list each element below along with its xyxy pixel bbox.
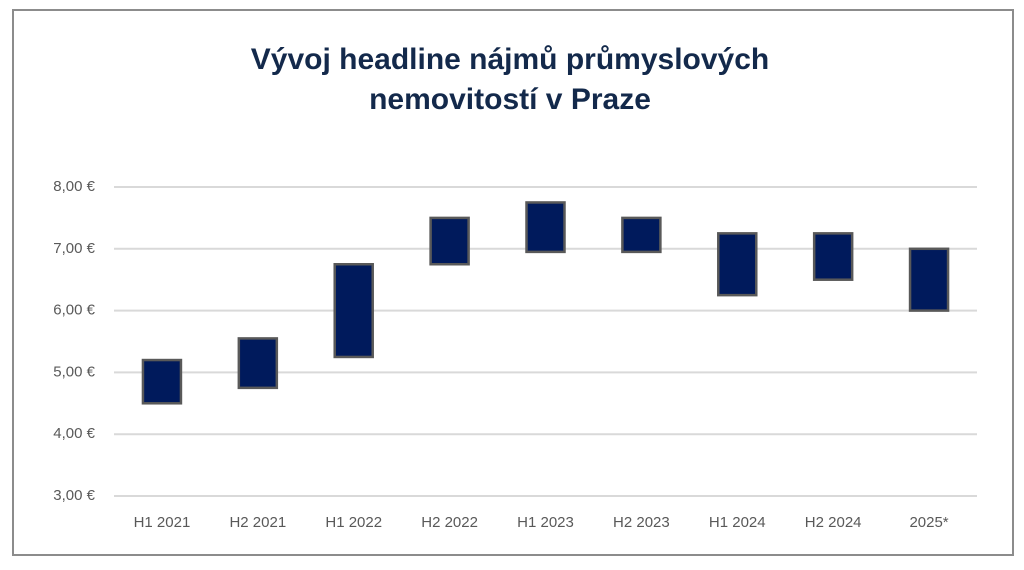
- y-tick-label: 5,00 €: [53, 363, 95, 380]
- range-bar: [333, 263, 374, 359]
- y-tick-label: 7,00 €: [53, 240, 95, 257]
- x-tick-label: H2 2021: [229, 514, 286, 531]
- x-tick-label: 2025*: [909, 514, 948, 531]
- x-tick-label: H1 2022: [325, 514, 382, 531]
- x-tick-label: H1 2024: [709, 514, 766, 531]
- y-tick-label: 3,00 €: [53, 487, 95, 504]
- y-tick-label: 6,00 €: [53, 302, 95, 319]
- x-tick-label: H2 2023: [613, 514, 670, 531]
- range-bar: [141, 358, 183, 405]
- x-tick-label: H1 2021: [134, 514, 191, 531]
- range-bar: [429, 216, 470, 266]
- y-tick-label: 4,00 €: [53, 425, 95, 442]
- range-bar: [908, 247, 950, 312]
- range-bar: [812, 232, 854, 281]
- x-tick-label: H1 2023: [517, 514, 574, 531]
- range-bar: [525, 201, 566, 254]
- range-bar: [717, 232, 758, 297]
- range-bar: [237, 337, 279, 390]
- chart-title: Vývoj headline nájmů průmyslových nemovi…: [250, 43, 770, 116]
- range-bar: [621, 216, 662, 254]
- x-tick-label: H2 2022: [421, 514, 478, 531]
- chart-frame: [12, 9, 1014, 556]
- y-tick-label: 8,00 €: [53, 178, 95, 195]
- x-tick-label: H2 2024: [805, 514, 862, 531]
